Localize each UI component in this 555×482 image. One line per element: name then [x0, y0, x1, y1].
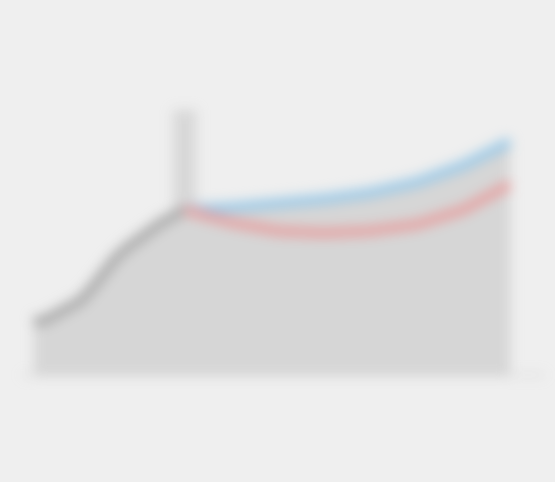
series-line-upper [184, 137, 513, 215]
series-line-history [32, 205, 188, 327]
area-fill [33, 141, 511, 375]
plot-area [22, 110, 545, 376]
series-line-lower [183, 179, 513, 238]
